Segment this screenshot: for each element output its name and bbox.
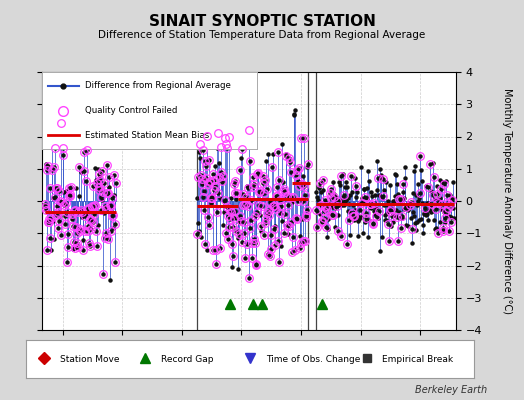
Text: Berkeley Earth: Berkeley Earth [415, 385, 487, 395]
Text: Station Move: Station Move [60, 355, 119, 364]
Text: Empirical Break: Empirical Break [383, 355, 453, 364]
Y-axis label: Monthly Temperature Anomaly Difference (°C): Monthly Temperature Anomaly Difference (… [501, 88, 511, 314]
Text: Time of Obs. Change: Time of Obs. Change [266, 355, 361, 364]
Text: Difference of Station Temperature Data from Regional Average: Difference of Station Temperature Data f… [99, 30, 425, 40]
Text: SINAIT SYNOPTIC STATION: SINAIT SYNOPTIC STATION [149, 14, 375, 29]
Text: Record Gap: Record Gap [161, 355, 213, 364]
